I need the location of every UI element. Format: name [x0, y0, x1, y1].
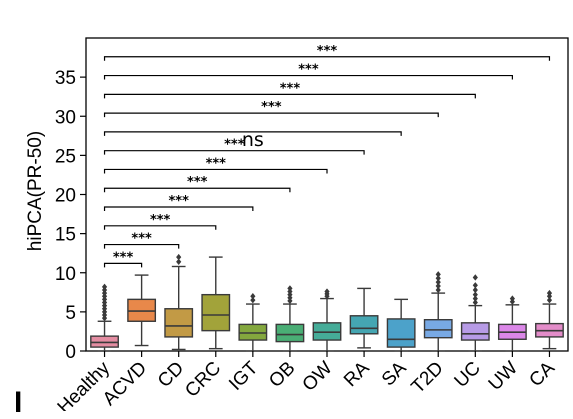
x-tick-label: IGT — [225, 357, 263, 395]
significance-label: *** — [224, 138, 245, 153]
significance-label: *** — [187, 175, 208, 190]
outlier-point — [176, 253, 182, 261]
outlier-point — [101, 283, 108, 291]
outlier-point — [472, 299, 478, 306]
significance-label: *** — [280, 81, 301, 96]
box-crc — [201, 293, 231, 332]
significance-label: *** — [113, 250, 134, 265]
x-tick-label: UW — [485, 358, 522, 395]
significance-label: *** — [150, 213, 171, 228]
outlier-point — [546, 296, 553, 304]
significance-bracket — [103, 74, 513, 80]
y-tick-label: 0 — [65, 342, 76, 363]
significance-bracket — [103, 262, 143, 268]
box-sa — [386, 318, 416, 348]
outlier-point — [250, 296, 256, 304]
x-tick-label: SA — [378, 357, 411, 390]
x-tick-label: Healthy — [54, 357, 115, 411]
significance-label: *** — [261, 100, 282, 115]
outlier-point — [324, 288, 330, 295]
x-tick-label: UC — [451, 358, 485, 392]
box-ob — [275, 323, 305, 343]
box-ra — [349, 315, 379, 335]
significance-bracket — [103, 168, 328, 174]
y-tick-label: 35 — [55, 68, 76, 89]
significance-bracket — [103, 150, 365, 155]
y-tick-label: 10 — [55, 264, 76, 285]
significance-bracket — [103, 131, 402, 136]
y-tick-label: 25 — [55, 146, 76, 167]
outlier-point — [435, 275, 441, 282]
outlier-point — [435, 286, 441, 294]
y-tick-label: 15 — [55, 225, 76, 246]
x-tick-label: RA — [340, 357, 374, 391]
outlier-point — [435, 282, 441, 290]
y-tick-label: 30 — [55, 107, 76, 128]
significance-label: ns — [242, 129, 264, 151]
x-tick-label: CA — [525, 357, 559, 391]
x-tick-label: CRC — [181, 358, 225, 402]
significance-bracket — [103, 112, 439, 118]
outlier-point — [472, 291, 478, 298]
significance-label: *** — [168, 194, 189, 209]
significance-bracket — [103, 225, 217, 230]
outlier-point — [250, 293, 256, 300]
outlier-point — [472, 274, 478, 281]
x-tick-label: OB — [265, 358, 299, 392]
significance-label: *** — [206, 156, 227, 171]
outlier-point — [472, 282, 478, 289]
x-tick-label: OW — [299, 358, 337, 396]
outlier-point — [509, 295, 515, 302]
outlier-point — [435, 271, 441, 278]
outlier-point — [435, 278, 441, 286]
outlier-point — [287, 285, 293, 292]
y-tick-label: 20 — [55, 186, 76, 207]
significance-label: *** — [131, 232, 152, 247]
significance-bracket — [103, 93, 476, 99]
outlier-point — [472, 286, 478, 294]
panel-letter: I — [14, 386, 23, 419]
significance-bracket — [103, 56, 551, 61]
significance-label: *** — [298, 63, 319, 78]
outlier-point — [472, 295, 478, 302]
outlier-point — [176, 258, 182, 265]
box-cd — [164, 308, 194, 338]
y-axis-label: hiPCA(PR-50) — [25, 131, 46, 251]
significance-bracket — [103, 243, 180, 249]
outlier-point — [546, 289, 553, 297]
significance-bracket — [103, 187, 291, 193]
box-t2d — [423, 319, 453, 339]
box-uc — [460, 322, 490, 341]
significance-bracket — [103, 206, 254, 212]
x-tick-label: T2D — [408, 358, 448, 398]
significance-label: *** — [317, 44, 338, 59]
y-tick-label: 5 — [65, 303, 76, 324]
